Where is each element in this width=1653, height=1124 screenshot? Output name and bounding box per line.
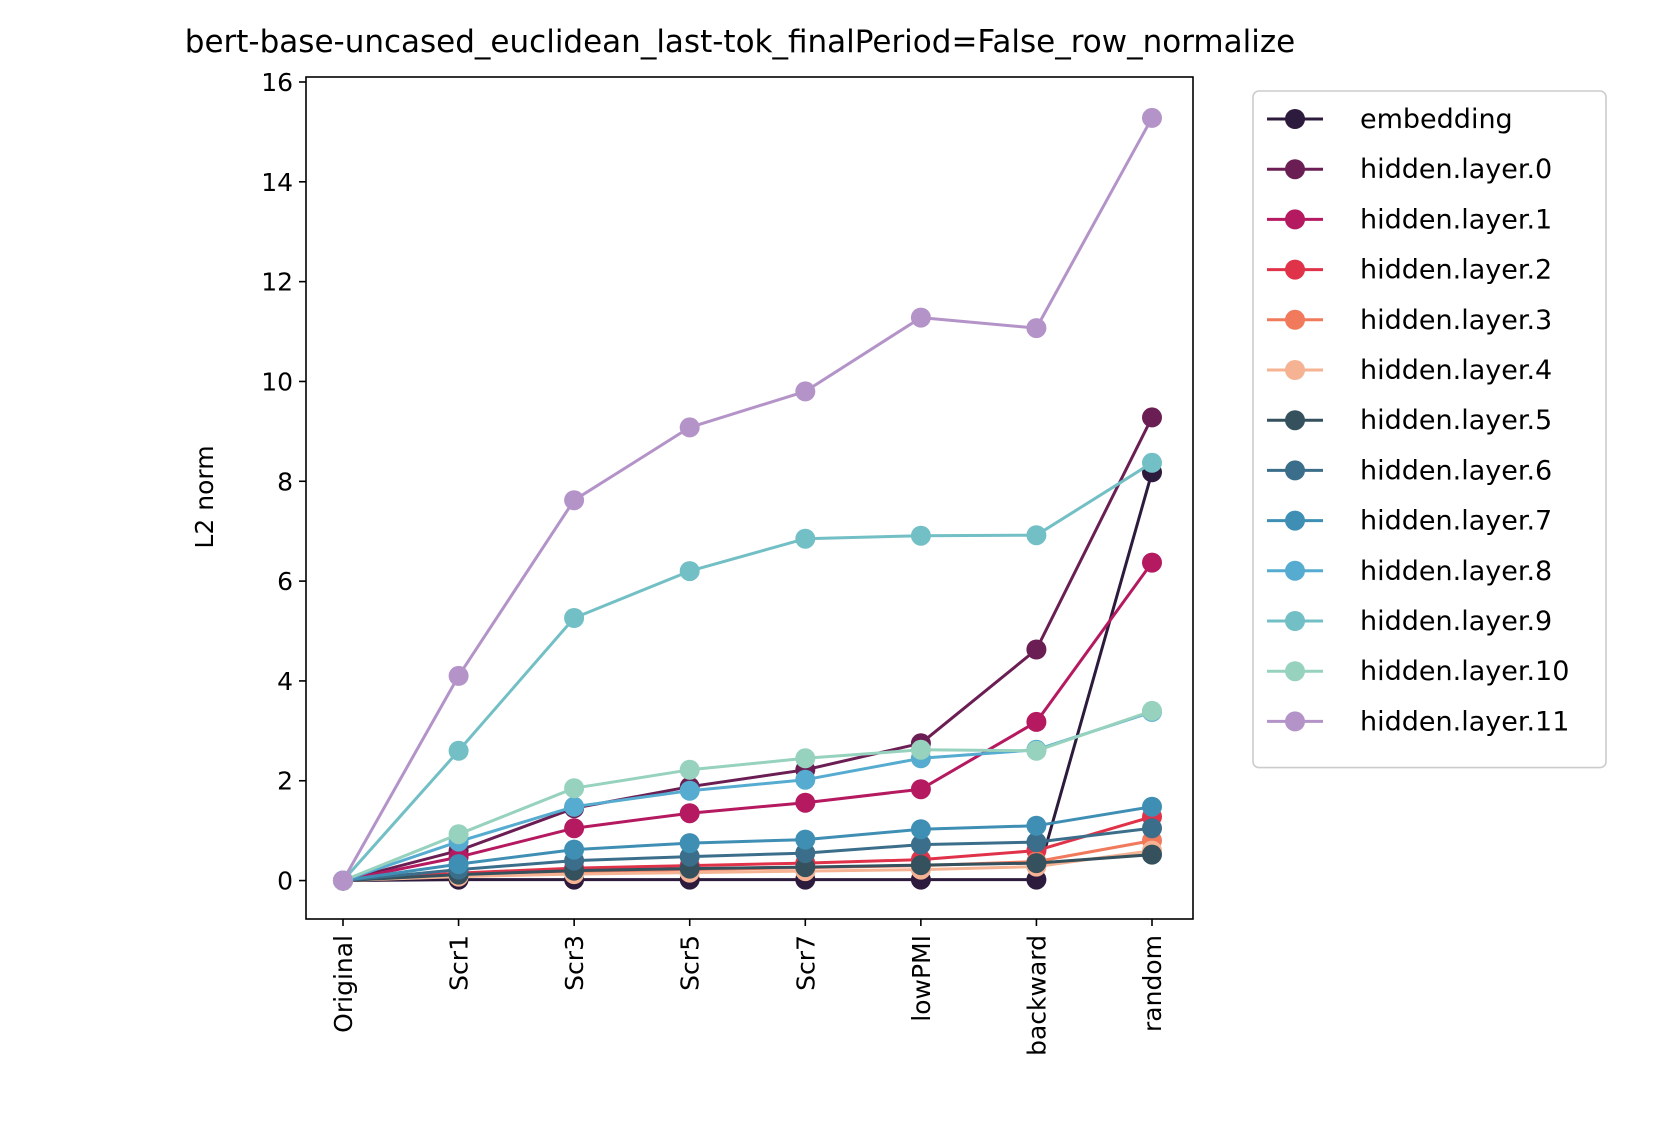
data-point (795, 381, 815, 401)
x-tick-label: random (1138, 935, 1167, 1032)
legend-label: hidden.layer.3 (1360, 305, 1552, 336)
data-point (911, 526, 931, 546)
data-point (449, 824, 469, 844)
data-point (1142, 818, 1162, 838)
legend-label: hidden.layer.4 (1360, 355, 1552, 386)
series-hidden.layer.11 (333, 108, 1162, 891)
data-point (795, 770, 815, 790)
x-tick-label: Scr3 (560, 935, 589, 991)
data-point (1026, 640, 1046, 660)
data-point (795, 748, 815, 768)
y-tick-label: 12 (261, 268, 293, 297)
y-tick-label: 4 (277, 667, 293, 696)
legend-label: hidden.layer.6 (1360, 455, 1552, 486)
data-point (449, 666, 469, 686)
x-tick-label: backward (1022, 935, 1051, 1056)
legend-swatch-marker (1285, 109, 1305, 129)
x-tick-label: Original (329, 935, 358, 1033)
legend-swatch-marker (1285, 460, 1305, 480)
data-point (564, 818, 584, 838)
data-point (564, 490, 584, 510)
x-tick-label: lowPMI (907, 935, 936, 1022)
legend-swatch-marker (1285, 260, 1305, 280)
legend-label: hidden.layer.11 (1360, 706, 1569, 737)
data-point (795, 830, 815, 850)
y-tick-label: 0 (277, 867, 293, 896)
legend-swatch-marker (1285, 410, 1305, 430)
data-point (795, 529, 815, 549)
legend-label: hidden.layer.8 (1360, 556, 1552, 587)
data-point (1142, 797, 1162, 817)
data-point (1142, 701, 1162, 721)
data-point (1142, 845, 1162, 865)
data-point (449, 741, 469, 761)
data-point (911, 855, 931, 875)
data-point (795, 793, 815, 813)
data-point (1142, 108, 1162, 128)
legend: embedding hidden.layer.0 hidden.layer.1 hid… (1253, 91, 1606, 768)
y-tick-label: 14 (261, 168, 293, 197)
data-point (564, 608, 584, 628)
legend-label: hidden.layer.9 (1360, 606, 1552, 637)
legend-swatch-marker (1285, 209, 1305, 229)
legend-label: hidden.layer.1 (1360, 204, 1552, 235)
data-point (564, 797, 584, 817)
data-point (564, 778, 584, 798)
legend-label: embedding (1360, 104, 1513, 135)
y-axis-label: L2 norm (190, 445, 219, 548)
x-tick-label: Scr5 (676, 935, 705, 991)
legend-label: hidden.layer.2 (1360, 255, 1552, 286)
chart-title: bert-base-uncased_euclidean_last-tok_fin… (185, 24, 1295, 60)
data-point (680, 781, 700, 801)
data-point (1026, 816, 1046, 836)
data-point (911, 779, 931, 799)
y-tick-label: 8 (277, 467, 293, 496)
data-point (680, 760, 700, 780)
legend-label: hidden.layer.7 (1360, 506, 1552, 537)
data-point (564, 840, 584, 860)
y-tick-label: 6 (277, 567, 293, 596)
legend-swatch-marker (1285, 611, 1305, 631)
y-tick-label: 16 (261, 68, 293, 97)
data-point (1142, 553, 1162, 573)
data-point (680, 417, 700, 437)
data-point (1142, 453, 1162, 473)
data-point (449, 854, 469, 874)
legend-swatch-marker (1285, 360, 1305, 380)
plot-area (333, 108, 1162, 891)
y-tick-label: 10 (261, 367, 293, 396)
data-point (1026, 525, 1046, 545)
data-point (333, 871, 353, 891)
data-point (1142, 407, 1162, 427)
data-point (680, 803, 700, 823)
data-point (911, 740, 931, 760)
x-tick-label: Scr1 (445, 935, 474, 991)
data-point (911, 819, 931, 839)
data-point (680, 561, 700, 581)
legend-swatch-marker (1285, 159, 1305, 179)
series-line (343, 118, 1152, 881)
data-point (911, 308, 931, 328)
y-tick-label: 2 (277, 767, 293, 796)
legend-label: hidden.layer.5 (1360, 405, 1552, 436)
data-point (1026, 741, 1046, 761)
legend-swatch-marker (1285, 561, 1305, 581)
data-point (1026, 712, 1046, 732)
legend-swatch-marker (1285, 711, 1305, 731)
legend-swatch-marker (1285, 310, 1305, 330)
legend-label: hidden.layer.10 (1360, 656, 1569, 687)
legend-swatch-marker (1285, 511, 1305, 531)
legend-label: hidden.layer.0 (1360, 154, 1552, 185)
data-point (1026, 853, 1046, 873)
x-tick-label: Scr7 (791, 935, 820, 991)
data-point (1026, 318, 1046, 338)
legend-swatch-marker (1285, 661, 1305, 681)
data-point (680, 833, 700, 853)
